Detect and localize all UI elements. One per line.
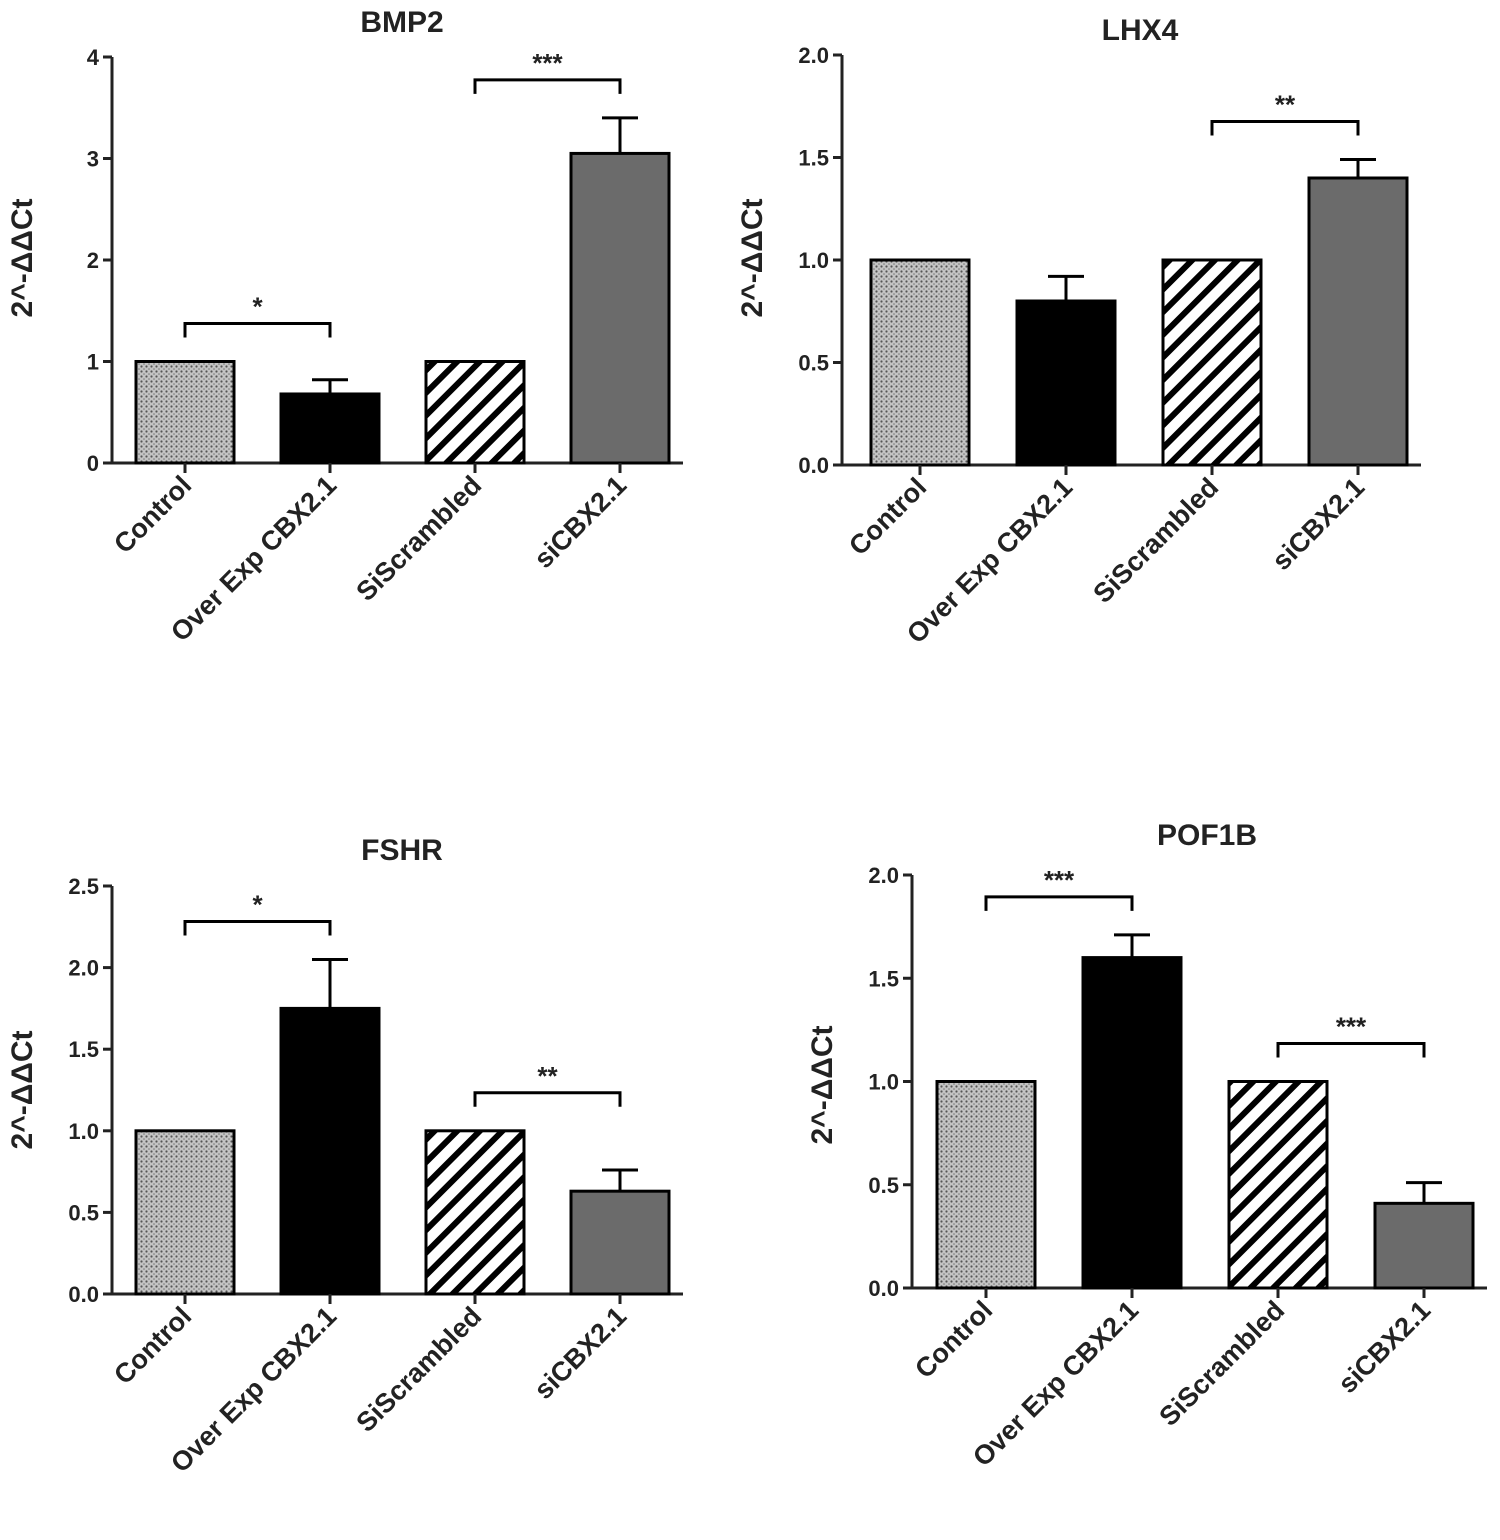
y-tick-label: 0.5 <box>868 1173 899 1198</box>
x-tick-label: siCBX2.1 <box>1332 1295 1436 1399</box>
y-tick-label: 0.0 <box>868 1276 899 1301</box>
significance-label: *** <box>1044 865 1075 895</box>
bar-over-exp-cbx2-1 <box>279 392 381 465</box>
significance-bracket <box>1210 120 1360 136</box>
y-tick-label: 2 <box>87 248 99 273</box>
chart-title: FSHR <box>361 834 443 867</box>
y-axis-label: 2^-ΔΔCt <box>6 199 39 318</box>
y-tick-label: 1.0 <box>868 1070 899 1095</box>
y-tick-label: 2.0 <box>68 956 99 981</box>
x-tick-label: siCBX2.1 <box>528 470 632 574</box>
x-tick-label: SiScrambled <box>1087 472 1224 609</box>
y-tick-label: 1.0 <box>798 248 829 273</box>
x-tick-label: Over Exp CBX2.1 <box>901 472 1078 649</box>
bar-control <box>134 360 236 465</box>
bar-siscrambled <box>424 1129 526 1296</box>
y-tick-label: 3 <box>87 147 99 172</box>
x-tick-label: Control <box>108 470 197 559</box>
bar-sicbx2-1 <box>569 1189 671 1296</box>
y-tick-label: 0.5 <box>798 351 829 376</box>
bar-control <box>869 258 971 467</box>
x-tick-label: SiScrambled <box>350 470 487 607</box>
y-tick-label: 1.5 <box>868 966 899 991</box>
significance-label: ** <box>1275 90 1296 120</box>
y-tick-label: 1.0 <box>68 1119 99 1144</box>
significance-bracket <box>473 78 622 94</box>
bar-siscrambled <box>1161 258 1263 467</box>
significance-bracket <box>473 1091 622 1107</box>
bar-sicbx2-1 <box>569 151 671 465</box>
y-tick-label: 0.0 <box>798 453 829 478</box>
significance-bracket <box>1276 1042 1426 1058</box>
significance-bracket <box>984 895 1134 911</box>
y-axis-label: 2^-ΔΔCt <box>806 1026 839 1145</box>
bar-siscrambled <box>1227 1080 1329 1290</box>
significance-label: * <box>252 292 263 322</box>
y-tick-label: 4 <box>87 45 100 70</box>
y-axis-label: 2^-ΔΔCt <box>6 1031 39 1150</box>
y-axis-label: 2^-ΔΔCt <box>736 199 769 318</box>
y-tick-label: 1.5 <box>798 146 829 171</box>
bar-sicbx2-1 <box>1373 1201 1475 1290</box>
bar-control <box>134 1129 236 1296</box>
bar-over-exp-cbx2-1 <box>279 1006 381 1296</box>
x-tick-label: siCBX2.1 <box>528 1301 632 1405</box>
y-tick-label: 1.5 <box>68 1037 99 1062</box>
chart-title: POF1B <box>1157 819 1257 852</box>
y-tick-label: 0 <box>87 451 99 476</box>
bar-over-exp-cbx2-1 <box>1081 956 1183 1290</box>
x-tick-label: Control <box>909 1295 998 1384</box>
x-tick-label: Over Exp CBX2.1 <box>967 1295 1144 1472</box>
significance-label: ** <box>537 1061 558 1091</box>
bar-over-exp-cbx2-1 <box>1015 299 1117 467</box>
y-tick-label: 2.5 <box>68 874 99 899</box>
bar-sicbx2-1 <box>1307 176 1409 467</box>
y-tick-label: 0.5 <box>68 1200 99 1225</box>
chart-panel-fshr: FSHR2^-ΔΔCt0.00.51.01.52.02.5ControlOver… <box>6 834 683 1478</box>
chart-title: BMP2 <box>360 6 443 39</box>
significance-bracket <box>183 919 332 936</box>
bar-control <box>935 1080 1037 1290</box>
significance-label: * <box>252 889 263 919</box>
x-tick-label: SiScrambled <box>1153 1295 1290 1432</box>
chart-title: LHX4 <box>1102 14 1179 47</box>
x-tick-label: siCBX2.1 <box>1266 472 1370 576</box>
x-tick-label: Control <box>108 1301 197 1390</box>
significance-bracket <box>183 322 332 338</box>
y-tick-label: 0.0 <box>68 1282 99 1307</box>
bar-siscrambled <box>424 360 526 465</box>
x-tick-label: SiScrambled <box>350 1301 487 1438</box>
x-tick-label: Control <box>843 472 932 561</box>
y-tick-label: 2.0 <box>868 863 899 888</box>
y-tick-label: 2.0 <box>798 43 829 68</box>
significance-label: *** <box>532 48 563 78</box>
significance-label: *** <box>1336 1012 1367 1042</box>
y-tick-label: 1 <box>87 350 99 375</box>
